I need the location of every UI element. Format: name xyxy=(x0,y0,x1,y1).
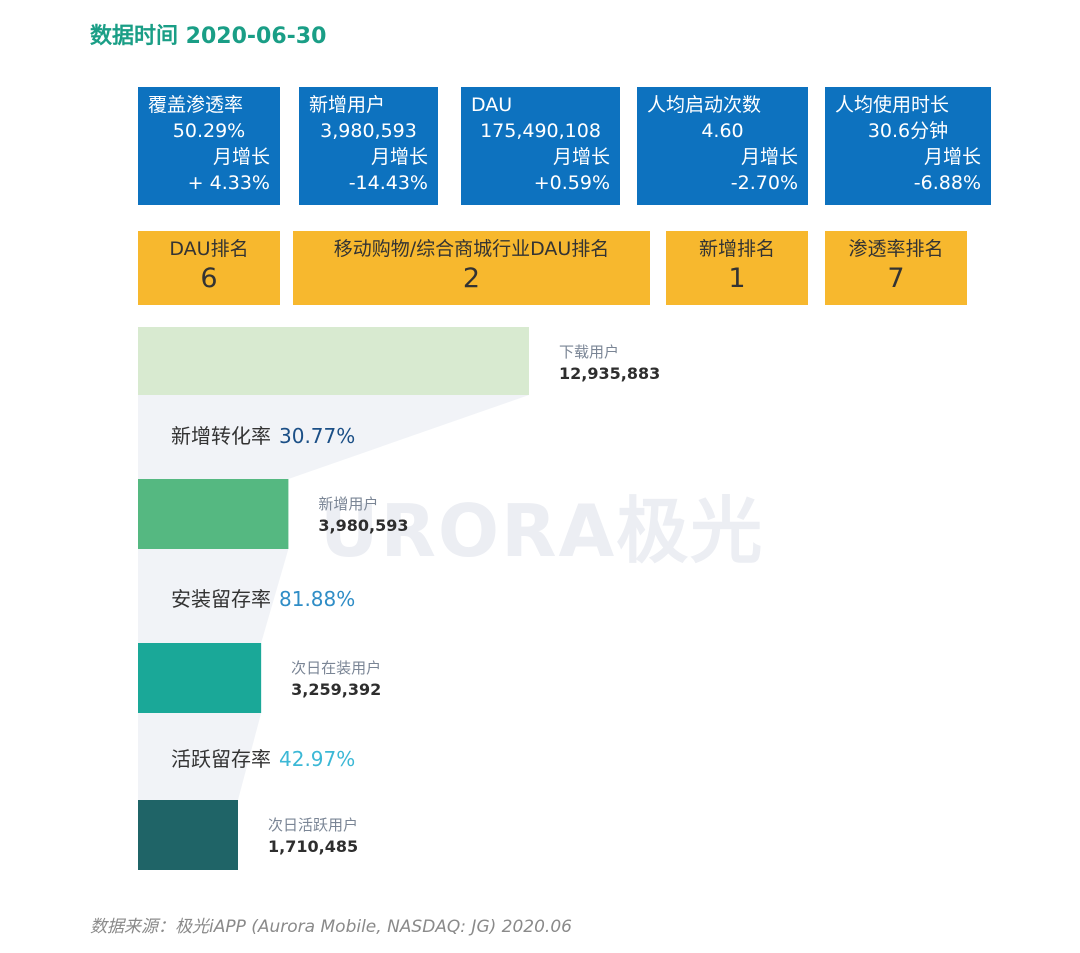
funnel-connector xyxy=(138,395,529,479)
stage-value: 1,710,485 xyxy=(268,837,359,856)
rank-label: 新增排名 xyxy=(698,238,775,260)
kpi-value: 175,490,108 xyxy=(480,120,601,142)
stage-value: 3,980,593 xyxy=(318,516,409,535)
rank-value: 7 xyxy=(887,263,905,294)
stage-name: 新增用户 xyxy=(318,495,379,513)
kpi-card-launches: 人均启动次数 4.60 月增长 -2.70% xyxy=(637,87,808,205)
funnel-stage-label: 次日在装用户 3,259,392 xyxy=(291,658,381,700)
kpi-growth-label: 月增长 xyxy=(212,146,270,168)
funnel-stage-label: 次日活跃用户 1,710,485 xyxy=(268,815,358,857)
kpi-growth-label: 月增长 xyxy=(923,146,981,168)
conversion-label: 新增转化率 xyxy=(171,424,271,448)
stage-value: 12,935,883 xyxy=(559,364,661,383)
kpi-growth-value: +0.59% xyxy=(533,172,610,194)
funnel-connector xyxy=(138,549,289,643)
rank-label: 渗透率排名 xyxy=(848,238,944,260)
kpi-growth-value: -2.70% xyxy=(730,172,798,194)
conversion-label: 活跃留存率 xyxy=(171,747,271,771)
page-title: 数据时间 2020-06-30 xyxy=(90,24,327,49)
kpi-growth-label: 月增长 xyxy=(740,146,798,168)
kpi-growth-value: -6.88% xyxy=(913,172,981,194)
stage-name: 次日在装用户 xyxy=(291,659,382,677)
kpi-label: 人均启动次数 xyxy=(647,94,762,116)
kpi-growth-value: + 4.33% xyxy=(187,172,270,194)
kpi-label: 覆盖渗透率 xyxy=(148,94,244,116)
rank-value: 1 xyxy=(728,263,746,294)
stage-name: 次日活跃用户 xyxy=(268,816,359,834)
stage-value: 3,259,392 xyxy=(291,680,382,699)
funnel-connector xyxy=(138,713,262,800)
stage-name: 下载用户 xyxy=(559,343,620,361)
source-note: 数据来源：极光iAPP (Aurora Mobile, NASDAQ: JG) … xyxy=(90,917,572,937)
conversion-rate: 新增转化率 30.77% xyxy=(171,423,355,449)
funnel-bar xyxy=(138,800,238,870)
kpi-card-coverage: 覆盖渗透率 50.29% 月增长 + 4.33% xyxy=(138,87,280,205)
kpi-value: 4.60 xyxy=(701,120,744,142)
funnel-stage-label: 下载用户 12,935,883 xyxy=(559,342,660,384)
kpi-label: 新增用户 xyxy=(309,94,386,116)
rank-label: DAU排名 xyxy=(169,238,249,260)
kpi-label: 人均使用时长 xyxy=(835,94,950,116)
conversion-rate: 安装留存率 81.88% xyxy=(171,586,355,612)
kpi-card-usage-time: 人均使用时长 30.6分钟 月增长 -6.88% xyxy=(825,87,991,205)
kpi-growth-label: 月增长 xyxy=(370,146,428,168)
funnel-stage-label: 新增用户 3,980,593 xyxy=(318,494,408,536)
funnel-bar xyxy=(138,327,529,395)
kpi-card-new-users: 新增用户 3,980,593 月增长 -14.43% xyxy=(299,87,438,205)
kpi-value: 3,980,593 xyxy=(320,120,417,142)
rank-value: 2 xyxy=(462,263,481,294)
funnel-bar xyxy=(138,643,262,713)
rank-card-new: 新增排名 1 xyxy=(666,231,808,305)
rank-label: 移动购物/综合商城行业DAU排名 xyxy=(333,238,610,260)
rank-card-industry: 移动购物/综合商城行业DAU排名 2 xyxy=(293,231,650,305)
conversion-rate: 活跃留存率 42.97% xyxy=(171,746,355,772)
watermark-logo: URORA极光 xyxy=(320,489,765,573)
kpi-label: DAU xyxy=(471,94,513,116)
rank-card-dau: DAU排名 6 xyxy=(138,231,280,305)
conversion-label: 安装留存率 xyxy=(171,587,271,611)
kpi-value: 30.6分钟 xyxy=(867,120,949,142)
kpi-card-dau: DAU 175,490,108 月增长 +0.59% xyxy=(461,87,620,205)
rank-card-penetration: 渗透率排名 7 xyxy=(825,231,967,305)
conversion-value: 42.97% xyxy=(279,747,356,771)
kpi-growth-value: -14.43% xyxy=(348,172,428,194)
kpi-growth-label: 月增长 xyxy=(552,146,610,168)
rank-value: 6 xyxy=(200,263,218,294)
funnel-bar xyxy=(138,479,289,549)
conversion-value: 81.88% xyxy=(279,587,356,611)
conversion-value: 30.77% xyxy=(279,424,356,448)
kpi-value: 50.29% xyxy=(172,120,246,142)
